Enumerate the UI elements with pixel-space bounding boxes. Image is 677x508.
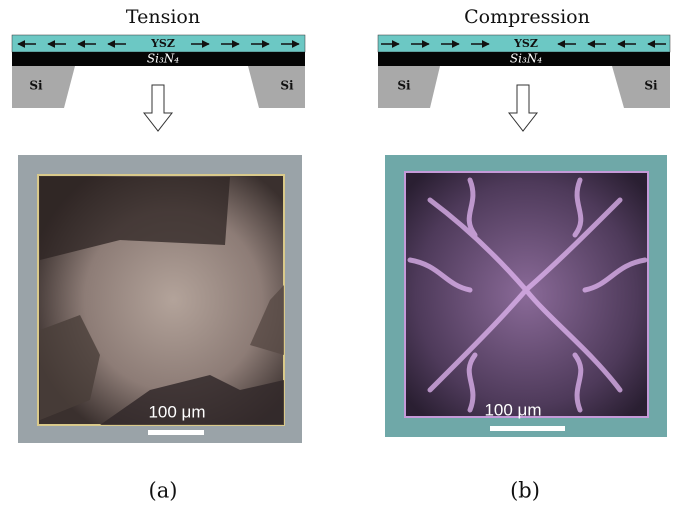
si3n4-label: Si₃N₄ [147, 52, 179, 66]
si3n4-label: Si₃N₄ [510, 52, 542, 66]
panel-caption: (a) [149, 479, 178, 503]
panel-title: Compression [464, 6, 590, 28]
ysz-label: YSZ [513, 37, 538, 50]
scale-label: 100 μm [484, 400, 541, 419]
si-support [248, 66, 305, 108]
si-support [612, 66, 670, 108]
si-label: Si [397, 79, 411, 93]
figure: Tension YSZ Si₃N₄ Si Si 100 μm (a) Compr… [0, 0, 677, 508]
si-label: Si [280, 79, 294, 93]
down-arrow [144, 85, 172, 131]
scale-bar [490, 426, 565, 431]
si-label: Si [29, 79, 43, 93]
panel-caption: (b) [510, 479, 540, 503]
panel-title: Tension [126, 6, 200, 28]
si-support [12, 66, 75, 108]
down-arrow [509, 85, 537, 131]
scale-bar [148, 430, 204, 435]
scale-label: 100 μm [148, 402, 205, 421]
micrograph [18, 155, 302, 443]
si-label: Si [644, 79, 658, 93]
ysz-label: YSZ [150, 37, 175, 50]
micrograph [385, 155, 667, 437]
